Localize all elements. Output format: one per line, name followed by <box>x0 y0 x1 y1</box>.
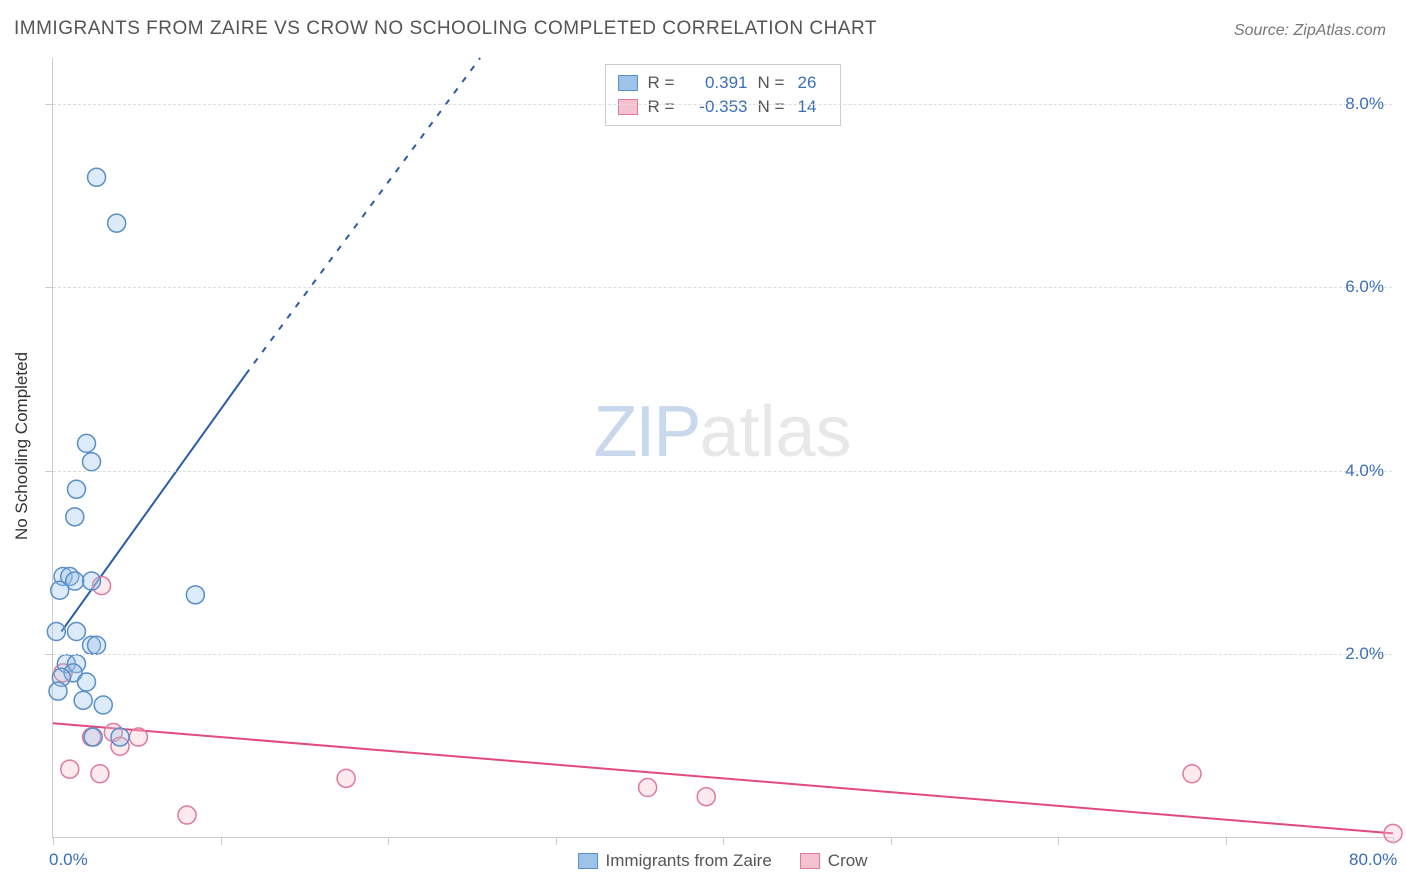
data-point <box>108 214 126 232</box>
y-tick-label: 6.0% <box>1345 277 1384 297</box>
x-tick <box>1058 837 1059 845</box>
data-point <box>639 779 657 797</box>
data-point <box>74 691 92 709</box>
x-tick <box>723 837 724 845</box>
y-tick <box>45 654 53 655</box>
data-point <box>94 696 112 714</box>
data-point <box>78 673 96 691</box>
data-point <box>84 728 102 746</box>
data-point <box>1183 765 1201 783</box>
data-point <box>66 508 84 526</box>
x-tick <box>1226 837 1227 845</box>
data-point <box>83 572 101 590</box>
data-point <box>186 586 204 604</box>
data-point <box>83 453 101 471</box>
data-point <box>129 728 147 746</box>
data-point <box>178 806 196 824</box>
trend-line <box>61 375 245 632</box>
data-point <box>61 760 79 778</box>
x-tick <box>388 837 389 845</box>
x-tick <box>556 837 557 845</box>
data-point <box>67 480 85 498</box>
chart-title: IMMIGRANTS FROM ZAIRE VS CROW NO SCHOOLI… <box>14 18 877 40</box>
trend-line <box>246 58 481 375</box>
y-tick-label: 2.0% <box>1345 644 1384 664</box>
data-point <box>111 728 129 746</box>
x-tick-label: 80.0% <box>1349 850 1397 870</box>
data-point <box>88 636 106 654</box>
legend-item-pink: Crow <box>800 851 868 871</box>
data-point <box>67 623 85 641</box>
legend-label: Crow <box>828 851 868 871</box>
chart-plot-area: ZIPatlas R = 0.391 N = 26 R = -0.353 N =… <box>52 58 1392 838</box>
y-tick <box>45 104 53 105</box>
gridline <box>53 287 1392 288</box>
data-point <box>47 623 65 641</box>
data-point <box>337 769 355 787</box>
chart-svg <box>53 58 1392 837</box>
y-tick <box>45 287 53 288</box>
gridline <box>53 104 1392 105</box>
gridline <box>53 471 1392 472</box>
gridline <box>53 654 1392 655</box>
x-tick <box>1393 837 1394 845</box>
data-point <box>88 168 106 186</box>
legend-swatch-pink <box>800 853 820 869</box>
x-tick <box>891 837 892 845</box>
x-tick <box>53 837 54 845</box>
y-axis-label: No Schooling Completed <box>12 352 32 540</box>
data-point <box>51 581 69 599</box>
legend-item-blue: Immigrants from Zaire <box>578 851 772 871</box>
x-tick-label: 0.0% <box>49 850 88 870</box>
source-attribution: Source: ZipAtlas.com <box>1234 22 1386 40</box>
data-point <box>91 765 109 783</box>
series-legend: Immigrants from Zaire Crow <box>578 851 868 871</box>
y-tick-label: 4.0% <box>1345 461 1384 481</box>
y-tick-label: 8.0% <box>1345 94 1384 114</box>
legend-label: Immigrants from Zaire <box>606 851 772 871</box>
legend-swatch-blue <box>578 853 598 869</box>
x-tick <box>221 837 222 845</box>
data-point <box>78 434 96 452</box>
y-tick <box>45 471 53 472</box>
data-point <box>49 682 67 700</box>
data-point <box>697 788 715 806</box>
